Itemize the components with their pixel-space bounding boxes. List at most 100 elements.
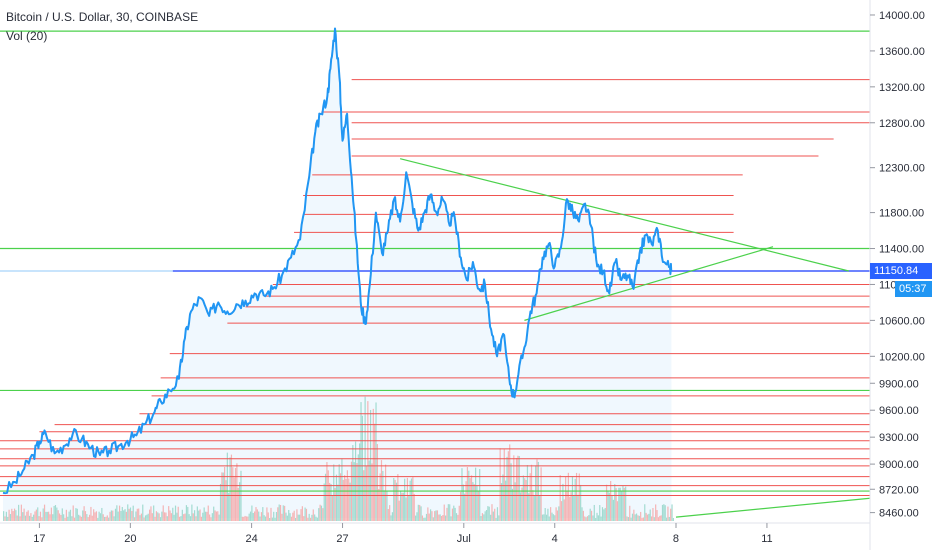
volume-bar [535,465,537,521]
volume-bar [383,490,385,521]
volume-bar [655,504,657,521]
volume-bar [80,516,82,521]
volume-bar [545,514,548,521]
volume-bar [611,495,613,521]
time-tick-label: 8 [673,533,679,545]
volume-bar [453,505,455,521]
volume-bar [49,514,51,521]
volume-bar [344,475,346,521]
volume-bar [530,464,533,521]
volume-bar [118,505,121,521]
volume-bar [454,507,456,521]
volume-bar [180,516,182,521]
volume-bar [640,511,642,521]
volume-bar [574,478,576,521]
volume-bar [114,508,117,521]
volume-bar [206,511,208,521]
volume-bar [185,505,188,521]
volume-bar [157,512,159,521]
time-tick-label: 4 [552,533,558,545]
volume-bar [476,485,478,521]
volume-bar [461,468,463,521]
volume-bar [603,509,605,521]
volume-bar [619,487,621,521]
time-tick-label: 20 [124,533,136,545]
volume-bar [543,514,545,521]
volume-bar [139,515,141,521]
volume-bar [376,444,378,521]
time-axis[interactable]: 17 20 24 27 Jul 4 8 11 [33,523,773,545]
volume-bar [614,484,616,521]
volume-bar [408,496,410,521]
volume-bar [57,510,59,521]
volume-bar [389,505,391,521]
volume-bar [522,475,524,521]
volume-bar [129,507,132,521]
volume-bar [290,516,293,521]
price-tick-label: 10200.00 [879,351,925,363]
price-series-line [2,27,673,495]
volume-bar [262,507,264,521]
volume-bar [371,463,373,521]
volume-bar [198,510,200,521]
volume-bar [192,513,194,521]
volume-bar [105,516,107,521]
volume-bar [665,517,668,521]
volume-bar [279,504,282,521]
volume-bar [90,506,92,521]
volume-bar [575,472,578,521]
volume-bar [181,509,183,521]
volume-bar [256,509,258,521]
volume-bar [592,515,594,521]
volume-bar [195,516,197,521]
volume-bar [23,508,25,521]
volume-bar [395,482,398,521]
volume-indicator-label[interactable]: Vol (20) [6,29,48,43]
volume-bar [455,513,458,521]
volume-bar [196,506,198,521]
price-axis[interactable]: 14000.00 13600.00 13200.00 12800.00 12300.00… [870,10,925,520]
volume-bar [379,473,381,521]
volume-bar [174,505,177,521]
volume-bar [169,510,171,521]
symbol-title[interactable]: Bitcoin / U.S. Dollar, 30, COINBASE [6,10,199,24]
volume-bar [106,515,108,521]
volume-bar [207,505,209,521]
volume-bar [409,480,411,521]
volume-bar [168,506,170,521]
volume-bar [232,467,234,521]
trend-line [399,158,849,272]
volume-bar [322,508,324,521]
volume-bar [312,509,314,521]
volume-bar [623,487,625,521]
volume-bar [532,490,534,521]
volume-bar [565,476,567,521]
volume-bar [318,508,320,521]
volume-bar [635,513,638,521]
volume-bar [435,510,437,521]
volume-bar [252,512,254,521]
volume-bar [138,508,140,521]
volume-bar [670,508,672,521]
price-tick-label: 8720.00 [879,484,919,496]
volume-bar [337,484,339,521]
volume-bar [3,511,5,521]
volume-bar [172,507,174,521]
volume-bar [586,516,589,521]
volume-bar [630,517,632,521]
volume-bar [320,505,323,521]
volume-bar [147,513,149,521]
volume-bar [473,484,475,521]
volume-bar [511,488,514,521]
volume-bar [203,507,205,521]
volume-bar [556,510,559,521]
volume-bar [72,505,74,521]
volume-bar [428,513,430,521]
volume-bar [191,504,193,521]
price-tick-label: 14000.00 [879,10,925,22]
volume-bar [526,465,529,521]
volume-bar [53,505,55,521]
volume-bar [548,516,550,521]
volume-bar [495,517,497,521]
